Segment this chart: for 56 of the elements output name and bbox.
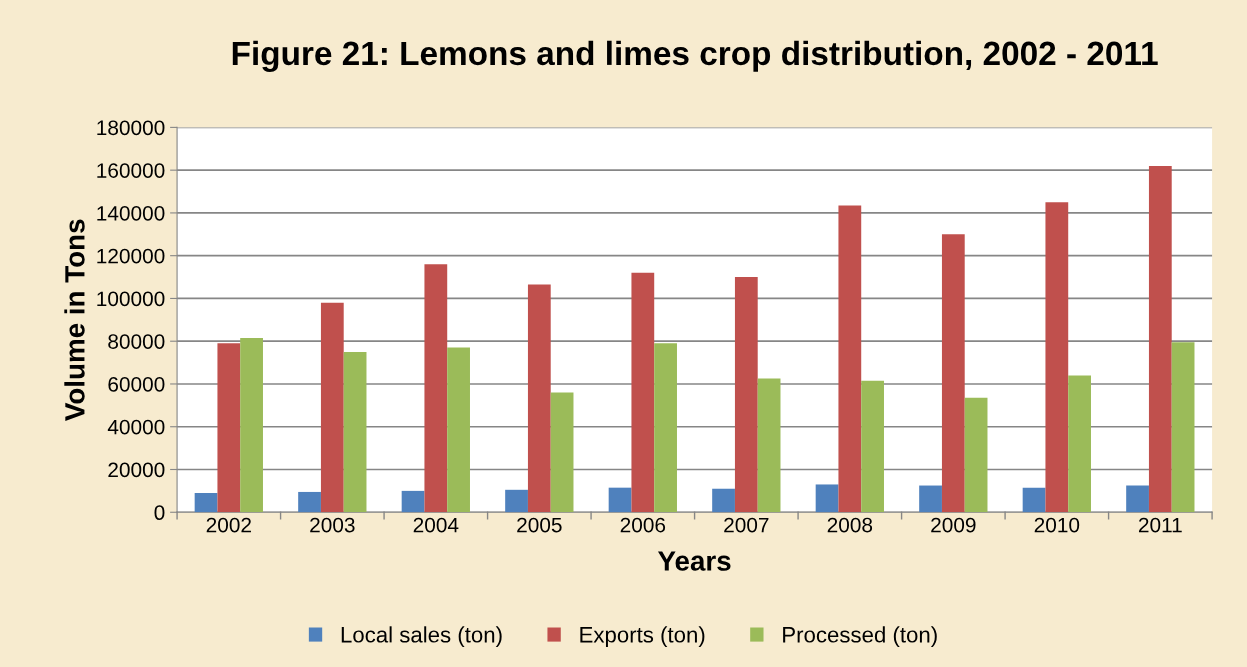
x-tick-label: 2007 <box>724 517 769 533</box>
x-tick-label: 2010 <box>1034 517 1080 533</box>
bar <box>217 343 241 513</box>
y-tick-label: 20000 <box>108 462 165 478</box>
x-tick-label: 2003 <box>310 517 355 533</box>
bar <box>298 491 321 513</box>
bar <box>838 205 862 513</box>
bar <box>712 488 735 513</box>
y-tick-label: 80000 <box>108 334 165 349</box>
bar <box>1126 485 1149 513</box>
bar <box>320 302 344 513</box>
bar <box>401 490 425 513</box>
bar <box>608 487 632 513</box>
y-tick-label: 40000 <box>107 419 165 435</box>
bar <box>505 489 528 513</box>
bar <box>240 338 263 513</box>
y-tick-label: 180000 <box>97 120 165 136</box>
bar <box>424 264 448 513</box>
bar <box>550 392 574 513</box>
bar <box>919 485 942 513</box>
y-tick-label: 160000 <box>97 163 165 178</box>
bar <box>1171 342 1195 513</box>
legend-label: Processed (ton) <box>783 626 937 647</box>
bar <box>527 284 551 513</box>
x-tick-label: 2009 <box>931 517 976 533</box>
bar <box>194 493 218 513</box>
y-axis-title: Volume in Tons <box>64 219 85 421</box>
bar <box>447 347 470 513</box>
x-tick-label: 2002 <box>206 517 251 533</box>
legend-label: Local sales (ton) <box>341 626 502 647</box>
bar <box>941 234 965 513</box>
x-axis-title: Years <box>657 551 731 571</box>
bar <box>631 272 655 513</box>
bar <box>757 378 781 513</box>
chart-title: Figure 21: Lemons and limes crop distribution, 2002 - 2011 <box>232 40 1158 72</box>
bar <box>964 397 988 513</box>
legend-label: Exports (ton) <box>580 626 705 647</box>
x-tick-label: 2004 <box>413 517 459 533</box>
y-tick-label: 140000 <box>97 205 165 221</box>
bar <box>734 277 758 513</box>
x-tick-label: 2005 <box>517 517 562 533</box>
bar <box>1148 165 1172 513</box>
y-tick-label: 100000 <box>97 291 165 307</box>
bar <box>861 380 884 513</box>
bar <box>815 484 839 513</box>
bar <box>654 343 677 513</box>
bar <box>343 351 367 513</box>
x-tick-label: 2011 <box>1138 517 1182 533</box>
bar <box>1022 487 1046 513</box>
bar <box>1045 202 1069 513</box>
y-tick-label: 60000 <box>108 376 165 392</box>
y-tick-label: 120000 <box>97 248 165 264</box>
bar <box>1068 375 1091 513</box>
x-tick-label: 2006 <box>620 517 666 533</box>
x-tick-label: 2008 <box>827 517 873 533</box>
y-tick-label: 0 <box>154 505 165 521</box>
